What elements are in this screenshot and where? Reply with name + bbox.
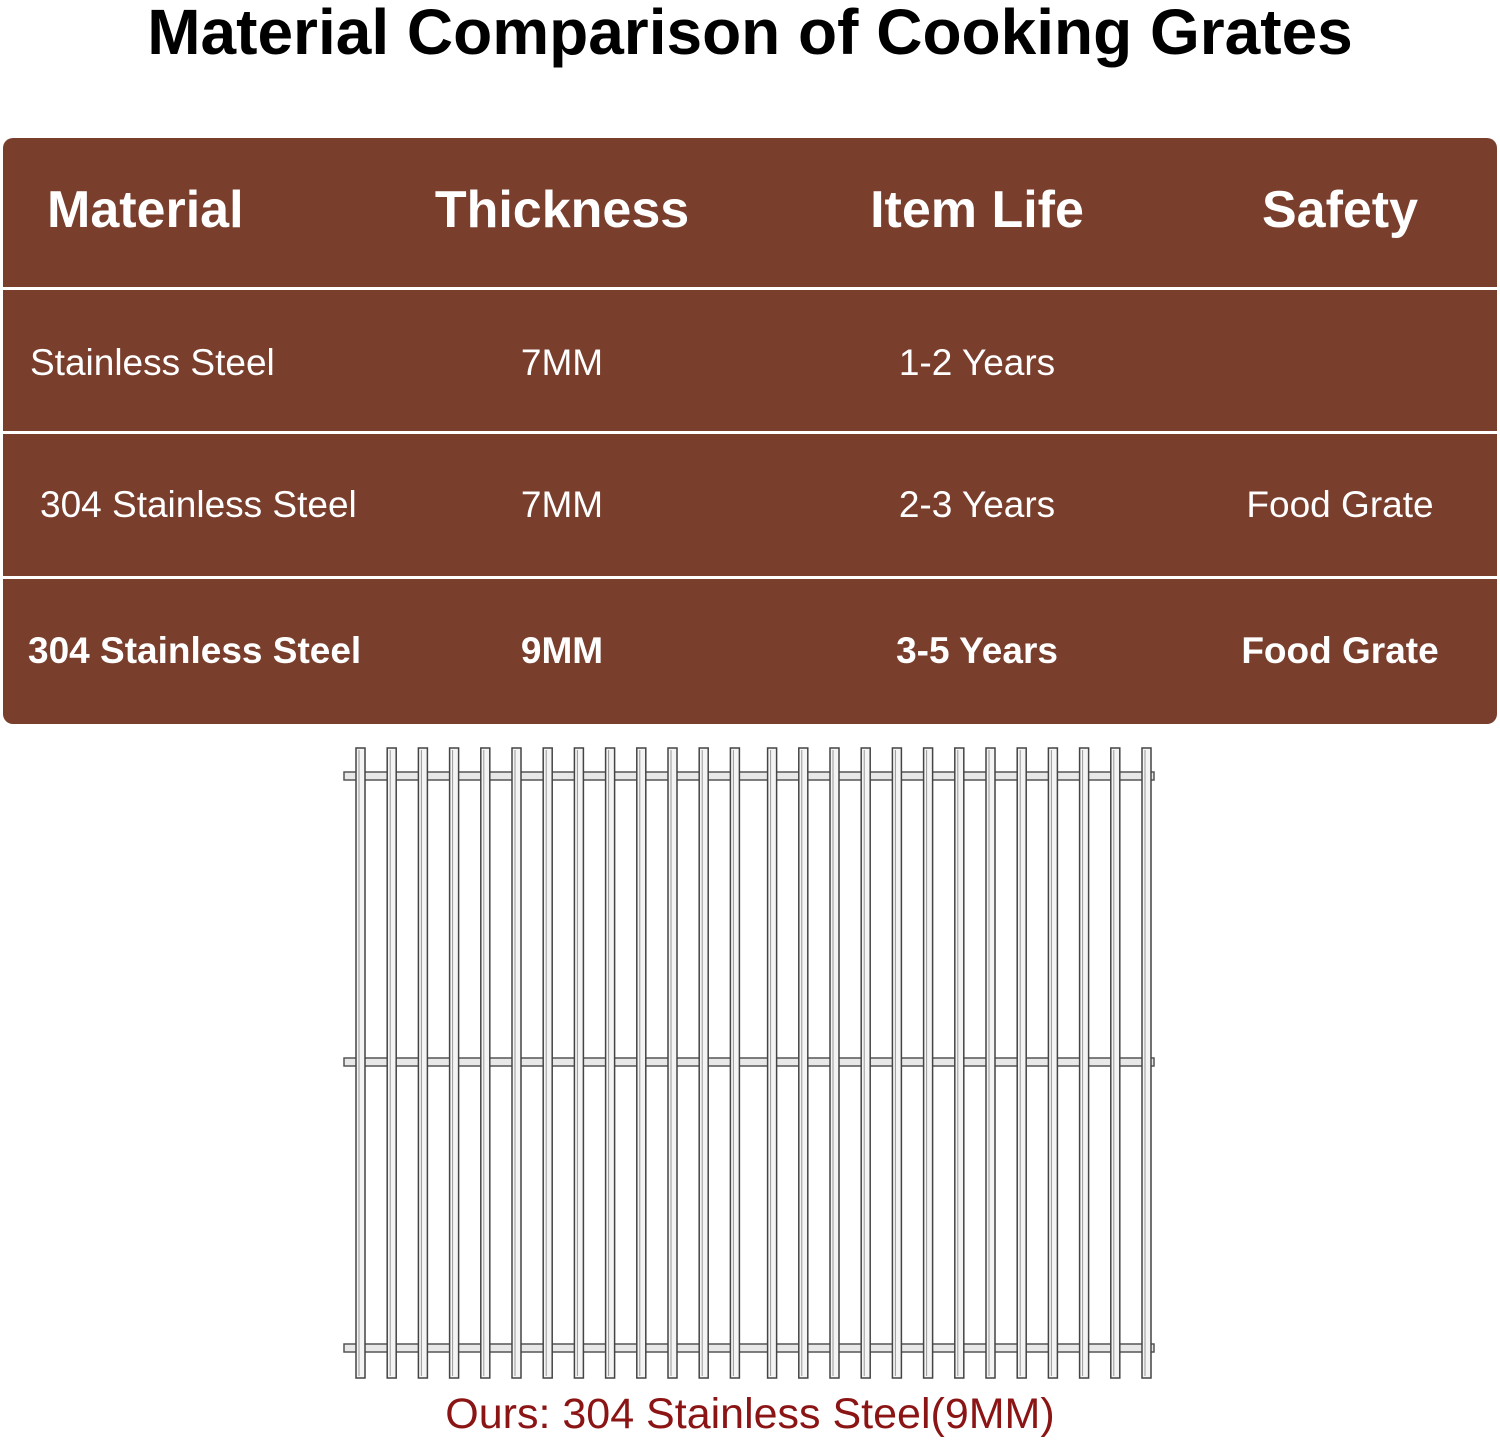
grate-bar	[343, 1057, 1155, 1067]
column-header: Thickness	[434, 181, 690, 239]
row-separator	[3, 431, 1497, 434]
table-cell: 7MM	[520, 342, 604, 383]
table-cell: Stainless Steel	[30, 342, 275, 383]
column-header: Item Life	[870, 181, 1084, 239]
column-header: Safety	[1261, 181, 1419, 239]
grate-bar	[985, 747, 996, 1379]
grate-bar	[698, 747, 709, 1379]
grate-bar	[891, 747, 903, 1379]
caption: Ours: 304 Stainless Steel(9MM)	[445, 1390, 1055, 1438]
table-cell: Food Grate	[1246, 484, 1434, 525]
grate-bar	[636, 747, 647, 1379]
title: Material Comparison of Cooking Grates	[147, 0, 1353, 68]
grate-bar	[480, 747, 491, 1379]
table-cell: 1-2 Years	[898, 342, 1056, 383]
grate-bar	[511, 747, 522, 1379]
grate-bar	[604, 747, 616, 1379]
grate-bar	[1141, 747, 1152, 1379]
grate-bar	[542, 747, 553, 1379]
grate-bar	[573, 747, 585, 1379]
table-cell: 304 Stainless Steel	[28, 630, 362, 671]
grate-bar	[829, 747, 840, 1379]
table-cell: Food Grate	[1241, 630, 1439, 671]
grate-bar	[798, 747, 809, 1379]
grate-bar	[343, 1343, 1155, 1353]
grate-bar	[417, 747, 429, 1379]
row-separator	[3, 287, 1497, 290]
grate-bar	[355, 747, 366, 1379]
grate-bar	[954, 747, 965, 1379]
row-separator	[3, 576, 1497, 579]
grate-bar	[448, 747, 460, 1379]
grate-bar	[667, 747, 678, 1379]
grate-bar	[1078, 747, 1090, 1379]
table-cell: 3-5 Years	[896, 630, 1058, 671]
grate-bar	[1110, 747, 1121, 1379]
grate-bar	[1047, 747, 1059, 1379]
table-cell: 2-3 Years	[898, 484, 1056, 525]
grate-image	[343, 747, 1155, 1379]
grate-bar	[343, 771, 1155, 781]
grate-bar	[860, 747, 871, 1379]
grate-bar	[729, 747, 741, 1379]
grate-bar	[1016, 747, 1027, 1379]
grate-bar	[922, 747, 934, 1379]
table-cell: 7MM	[520, 484, 604, 525]
grate-bar	[386, 747, 397, 1379]
comparison-table: Material Thickness Item Life Safety Stainles…	[3, 138, 1497, 724]
column-header: Material	[47, 181, 244, 239]
table-cell: 9MM	[520, 630, 604, 671]
table-cell: 304 Stainless Steel	[40, 484, 357, 525]
grate-bar	[766, 747, 778, 1379]
